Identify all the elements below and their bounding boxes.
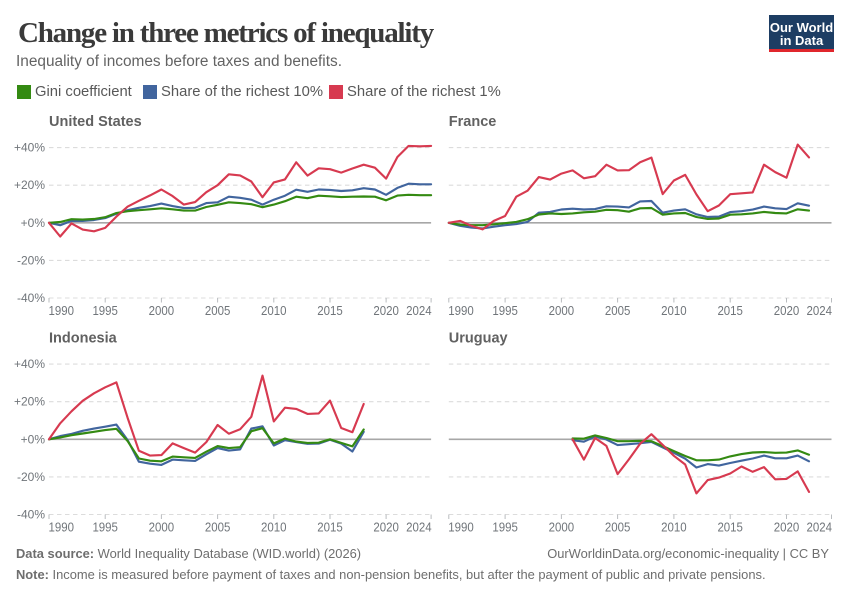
svg-text:2000: 2000 — [149, 520, 175, 535]
svg-text:-20%: -20% — [17, 253, 45, 267]
svg-text:2010: 2010 — [261, 303, 287, 318]
svg-text:2024: 2024 — [807, 303, 833, 318]
svg-text:+0%: +0% — [21, 432, 46, 446]
svg-text:2020: 2020 — [373, 520, 399, 535]
svg-text:+40%: +40% — [14, 357, 45, 371]
svg-text:2024: 2024 — [807, 520, 833, 535]
svg-text:2005: 2005 — [205, 520, 231, 535]
svg-text:2015: 2015 — [317, 520, 343, 535]
svg-text:-40%: -40% — [17, 508, 45, 522]
svg-text:2005: 2005 — [205, 303, 231, 318]
svg-text:2005: 2005 — [605, 303, 631, 318]
svg-text:+20%: +20% — [14, 395, 45, 409]
svg-text:+20%: +20% — [14, 178, 45, 192]
svg-text:2000: 2000 — [549, 303, 575, 318]
svg-text:United States: United States — [49, 114, 142, 130]
svg-text:2024: 2024 — [406, 303, 432, 318]
svg-text:2024: 2024 — [406, 520, 432, 535]
svg-text:1990: 1990 — [49, 303, 75, 318]
svg-text:2010: 2010 — [661, 303, 687, 318]
svg-text:2000: 2000 — [549, 520, 575, 535]
svg-text:1995: 1995 — [92, 520, 118, 535]
svg-text:2005: 2005 — [605, 520, 631, 535]
svg-text:Uruguay: Uruguay — [449, 330, 508, 346]
svg-text:1995: 1995 — [492, 520, 518, 535]
svg-text:1990: 1990 — [448, 520, 474, 535]
svg-text:1990: 1990 — [448, 303, 474, 318]
svg-text:-20%: -20% — [17, 470, 45, 484]
svg-text:France: France — [449, 114, 497, 130]
svg-text:-40%: -40% — [17, 291, 45, 305]
svg-text:Indonesia: Indonesia — [49, 330, 118, 346]
svg-text:+0%: +0% — [21, 216, 46, 230]
svg-text:1990: 1990 — [49, 520, 75, 535]
svg-text:2020: 2020 — [774, 303, 800, 318]
svg-text:2020: 2020 — [774, 520, 800, 535]
svg-text:2010: 2010 — [261, 520, 287, 535]
svg-text:1995: 1995 — [92, 303, 118, 318]
svg-text:2010: 2010 — [661, 520, 687, 535]
svg-text:2015: 2015 — [717, 303, 743, 318]
svg-text:2000: 2000 — [149, 303, 175, 318]
svg-text:2020: 2020 — [373, 303, 399, 318]
svg-text:2015: 2015 — [317, 303, 343, 318]
svg-text:1995: 1995 — [492, 303, 518, 318]
svg-text:+40%: +40% — [14, 141, 45, 155]
svg-text:2015: 2015 — [717, 520, 743, 535]
